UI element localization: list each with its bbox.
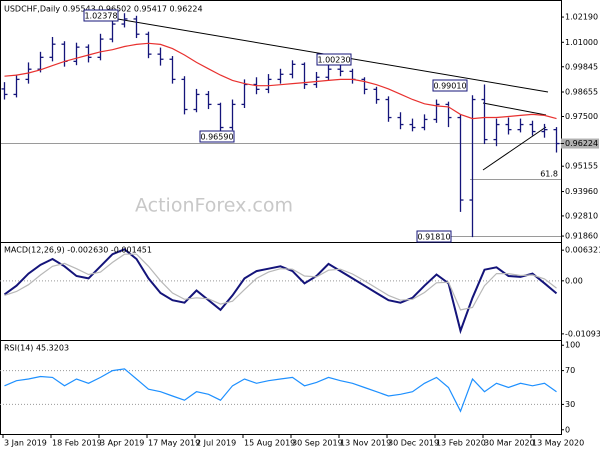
x-tick-label: 13 May 2020	[532, 439, 584, 448]
y-tick-label: 0.99845	[565, 62, 598, 71]
y-tick-label: 0.92810	[565, 211, 598, 220]
annotation: 61.8	[540, 170, 558, 179]
plot-frame	[0, 0, 562, 435]
series-line	[3, 248, 558, 335]
x-tick-label: 2 Jul 2019	[196, 439, 236, 448]
y-tick-label: 100	[565, 341, 580, 350]
triangle-lower	[482, 126, 547, 171]
y-tick-label: 30	[565, 400, 575, 409]
x-tick-label: 13 Nov 2019	[340, 439, 391, 448]
y-tick-label: 0.00	[565, 276, 583, 285]
annotation: 0.96590	[200, 133, 233, 142]
y-tick-label: 1.02190	[565, 13, 598, 22]
series-line	[4, 368, 557, 413]
annotation-box	[416, 230, 452, 243]
annotation: 1.00230	[317, 56, 350, 65]
x-tick-label: 3 Apr 2019	[100, 439, 144, 448]
y-tick-label: 0.91860	[565, 232, 598, 241]
watermark: ActionForex.com	[135, 195, 293, 217]
y-tick-label: 1.01000	[565, 38, 598, 47]
x-tick-label: 17 May 2019	[148, 439, 200, 448]
panel-title: RSI(14) 45.3203	[4, 344, 69, 353]
y-tick-label: 0	[565, 425, 570, 434]
series-line	[4, 253, 557, 311]
y-tick-label: -0.010939	[565, 329, 600, 338]
y-tick-label: 0.006321	[565, 246, 600, 255]
current-price-box	[561, 138, 599, 149]
x-tick-label: 15 Aug 2019	[244, 439, 295, 448]
x-tick-label: 30 Sep 2019	[292, 439, 343, 448]
triangle-upper	[482, 102, 547, 116]
annotation-box	[316, 53, 352, 66]
y-tick-label: 0.93960	[565, 187, 598, 196]
x-tick-label: 18 Feb 2019	[52, 439, 102, 448]
x-tick-label: 30 Mar 2020	[484, 439, 535, 448]
annotation: 0.99010	[433, 82, 466, 91]
annotation: 0.91810	[417, 233, 450, 242]
panel-title: USDCHF,Daily 0.95543 0.96502 0.95417 0.9…	[4, 5, 203, 14]
y-tick-label: 0.95155	[565, 162, 598, 171]
series-line	[4, 42, 557, 120]
y-tick-label: 70	[565, 366, 575, 375]
x-tick-label: 13 Feb 2020	[436, 439, 486, 448]
y-tick-label: 0.98655	[565, 88, 598, 97]
panel-title: MACD(12,26,9) -0.002630 -0.001451	[4, 246, 152, 255]
annotation: 1.02378	[84, 12, 117, 21]
annotation-box	[432, 79, 468, 92]
x-tick-label: 30 Dec 2019	[388, 439, 439, 448]
x-tick-label: 3 Jan 2019	[4, 439, 47, 448]
annotation-box	[83, 9, 119, 22]
annotation-box	[199, 130, 235, 143]
y-tick-label: 0.97500	[565, 112, 598, 121]
y-tick-label: 0.96224	[565, 139, 598, 148]
